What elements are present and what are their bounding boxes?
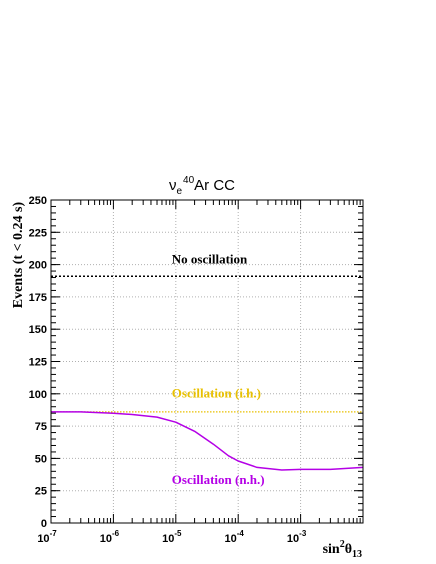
x-tick-label: 10-7 <box>37 529 57 545</box>
x-axis: 10-7 10-6 10-5 10-4 10-3 <box>37 200 361 545</box>
y-tick-label: 25 <box>35 486 47 498</box>
annotations: No oscillation Oscillation (i.h.) Oscillat… <box>172 251 265 487</box>
y-tick-label: 200 <box>29 260 47 272</box>
y-axis-label: Events (t < 0.24 s) <box>11 201 26 308</box>
oscillation-ih-label: Oscillation (i.h.) <box>172 386 261 401</box>
y-tick-label: 225 <box>29 227 47 239</box>
oscillation-nh-line <box>51 411 364 471</box>
y-tick-label: 150 <box>29 324 47 336</box>
x-axis-label: sin2θ13 <box>323 539 362 560</box>
x-tick-label: 10-5 <box>162 529 182 545</box>
x-tick-label: 10-6 <box>100 529 120 545</box>
oscillation-nh-label: Oscillation (n.h.) <box>172 472 265 487</box>
y-tick-label: 100 <box>29 389 47 401</box>
y-tick-label: 250 <box>29 195 47 207</box>
grid <box>51 200 363 523</box>
series-layer <box>51 275 364 471</box>
y-tick-label: 50 <box>35 453 47 465</box>
x-tick-label: 10-3 <box>287 529 307 545</box>
y-tick-label: 0 <box>41 518 47 530</box>
y-tick-label: 75 <box>35 421 47 433</box>
no-oscillation-label: No oscillation <box>172 251 248 266</box>
chart-title: νe40Ar CC <box>169 175 235 197</box>
y-axis: 0 25 50 75 100 125 150 175 200 225 250 <box>29 195 363 530</box>
x-tick-label: 10-4 <box>225 529 245 545</box>
y-tick-label: 125 <box>29 357 47 369</box>
y-tick-label: 175 <box>29 292 47 304</box>
